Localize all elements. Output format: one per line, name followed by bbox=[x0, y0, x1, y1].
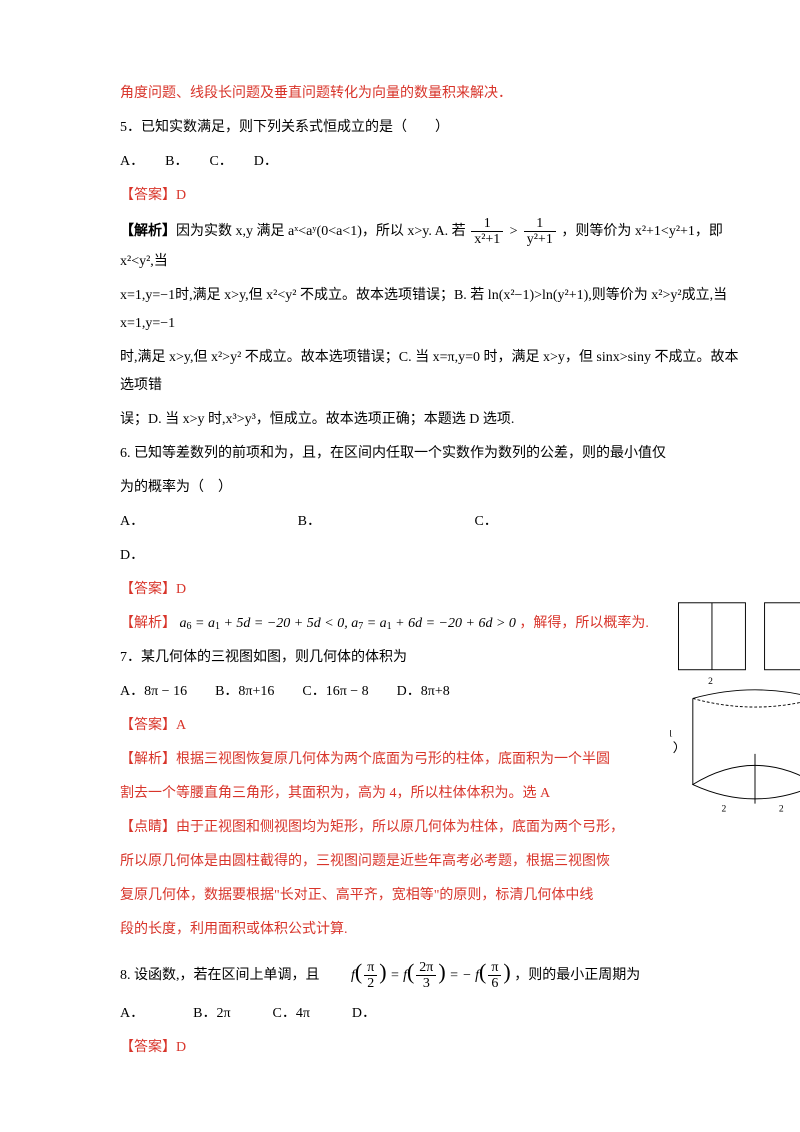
q7-stem: 7．某几何体的三视图如图，则几何体的体积为 bbox=[120, 644, 740, 672]
q6-stem-b: 为的概率为（ ） bbox=[120, 474, 740, 502]
q5-stem: 5．已知实数满足，则下列关系式恒成立的是（ ） bbox=[120, 114, 740, 142]
q7-s5: 复原几何体，数据要根据"长对正、高平齐，宽相等"的原则，标清几何体中线 bbox=[120, 882, 740, 910]
q6-equation: a6 = a1 + 5d = −20 + 5d < 0, a7 = a1 + 6… bbox=[180, 616, 520, 631]
intro-red: 角度问题、线段长问题及垂直问题转化为向量的数量积来解决． bbox=[120, 80, 740, 108]
q7-options: A．8π − 16 B．8π+16 C．16π − 8 D．8π+8 bbox=[120, 678, 740, 706]
q5-sol-line1: 【解析】因为实数 x,y 满足 aˣ<aʸ(0<a<1)，所以 x>y. A. … bbox=[120, 216, 740, 276]
frac-2: 1 y²+1 bbox=[524, 216, 556, 248]
q6-opt-a: A． bbox=[120, 514, 144, 529]
q5-sol-line4: 误；D. 当 x>y 时,x³>y³，恒成立。故本选项正确；本题选 D 选项. bbox=[120, 406, 740, 434]
q5-sol-prefix: 【解析】 bbox=[120, 224, 176, 239]
three-view-diagram: 4 2 2 2 1 bbox=[670, 598, 800, 818]
q8-stem-b: ，则的最小正周期为 bbox=[514, 968, 640, 983]
q8-eq: f(π2) = f(2π3) = − f(π6) bbox=[351, 968, 514, 983]
frac-1: 1 x²+1 bbox=[471, 216, 503, 248]
q8-options: A． B．2π C．4π D． bbox=[120, 1000, 740, 1028]
q8-stem-a: 8. 设函数,，若在区间上单调，且 bbox=[120, 968, 348, 983]
q5-sol-line2: x=1,y=−1时,满足 x>y,但 x²<y² 不成立。故本选项错误；B. 若… bbox=[120, 282, 740, 338]
q6-sol-prefix: 【解析】 bbox=[120, 616, 176, 631]
q7-s4: 所以原几何体是由圆柱截得的，三视图问题是近些年高考必考题，根据三视图恢 bbox=[120, 848, 740, 876]
q5-sol-a: 因为实数 x,y 满足 aˣ<aʸ(0<a<1)，所以 x>y. A. 若 bbox=[176, 224, 469, 239]
dim-1: 1 bbox=[670, 729, 673, 740]
q8-answer: 【答案】D bbox=[120, 1034, 740, 1062]
q7-s1: 【解析】根据三视图恢复原几何体为两个底面为弓形的柱体，底面积为一个半圆 bbox=[120, 746, 740, 774]
dim-2b: 2 bbox=[722, 803, 727, 814]
dim-2a: 2 bbox=[708, 676, 713, 687]
q6-options: A． B． C． bbox=[120, 508, 740, 536]
q6-opt-b: B． bbox=[298, 514, 321, 529]
q6-stem-a: 6. 已知等差数列的前项和为，且，在区间内任取一个实数作为数列的公差，则的最小值… bbox=[120, 440, 740, 468]
q7-s3: 【点睛】由于正视图和侧视图均为矩形，所以原几何体为柱体，底面为两个弓形， bbox=[120, 814, 740, 842]
q6-answer: 【答案】D bbox=[120, 576, 740, 604]
q7-s2: 割去一个等腰直角三角形，其面积为，高为 4，所以柱体体积为。选 A bbox=[120, 780, 740, 808]
q6-solution: 【解析】 a6 = a1 + 5d = −20 + 5d < 0, a7 = a… bbox=[120, 610, 740, 638]
q5-sol-line3: 时,满足 x>y,但 x²>y² 不成立。故本选项错误；C. 当 x=π,y=0… bbox=[120, 344, 740, 400]
q7-answer: 【答案】A bbox=[120, 712, 740, 740]
q6-opt-c: C． bbox=[474, 514, 497, 529]
q6-sol-tail: ，解得，所以概率为. bbox=[519, 616, 649, 631]
q5-options: A． B． C． D． bbox=[120, 148, 740, 176]
q5-answer: 【答案】D bbox=[120, 182, 740, 210]
gt-sym: > bbox=[509, 224, 522, 239]
q7-s6: 段的长度，利用面积或体积公式计算. bbox=[120, 916, 740, 944]
dim-2c: 2 bbox=[779, 803, 784, 814]
q6-opt-d: D． bbox=[120, 542, 740, 570]
q8-stem: 8. 设函数,，若在区间上单调，且 f(π2) = f(2π3) = − f(π… bbox=[120, 950, 740, 994]
